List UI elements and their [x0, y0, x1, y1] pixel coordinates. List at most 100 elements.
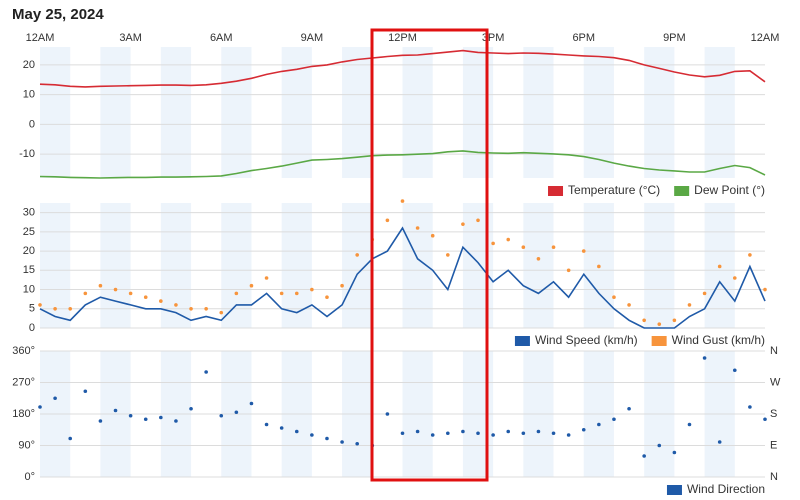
- data-point: [38, 303, 42, 307]
- data-point: [249, 401, 254, 406]
- data-point: [385, 218, 390, 223]
- stripe: [100, 203, 131, 328]
- data-point: [687, 303, 692, 307]
- data-point: [355, 253, 359, 257]
- data-point: [400, 431, 405, 436]
- x-tick-label: 3AM: [119, 32, 142, 44]
- data-point: [748, 405, 752, 409]
- y2-tick-label: N: [770, 345, 778, 357]
- data-point: [763, 417, 767, 422]
- data-point: [430, 233, 435, 238]
- data-point: [566, 268, 571, 273]
- data-point: [506, 237, 511, 242]
- legend-swatch: [666, 485, 682, 495]
- stripe: [523, 47, 554, 178]
- data-point: [446, 253, 450, 257]
- data-point: [702, 291, 707, 296]
- x-tick-label: 6AM: [210, 32, 233, 44]
- data-point: [400, 199, 405, 203]
- y-tick-label: 360°: [12, 345, 35, 357]
- data-point: [189, 406, 193, 411]
- data-point: [581, 427, 586, 432]
- data-point: [506, 429, 511, 434]
- legend-swatch: [548, 186, 564, 196]
- data-point: [143, 295, 148, 300]
- stripe: [342, 203, 373, 328]
- data-point: [642, 318, 646, 323]
- data-point: [113, 287, 118, 292]
- legend-swatch: [514, 336, 530, 346]
- data-point: [98, 419, 103, 423]
- data-point: [234, 291, 239, 296]
- y-tick-label: 5: [29, 303, 35, 315]
- legend-label: Wind Direction: [687, 482, 765, 496]
- x-tick-label: 12AM: [751, 32, 780, 44]
- x-tick-label: 9PM: [663, 32, 686, 44]
- data-point: [581, 249, 586, 253]
- data-point: [325, 436, 329, 441]
- y-tick-label: 10: [23, 89, 35, 101]
- data-point: [551, 245, 556, 250]
- data-point: [672, 318, 677, 323]
- data-point: [476, 431, 480, 436]
- data-point: [310, 433, 314, 437]
- data-point: [717, 440, 722, 444]
- data-point: [597, 264, 601, 269]
- data-point: [642, 454, 646, 458]
- data-point: [219, 413, 224, 418]
- y2-tick-label: N: [770, 471, 778, 483]
- data-point: [385, 412, 390, 416]
- data-point: [234, 410, 239, 415]
- data-point: [143, 417, 148, 422]
- data-point: [204, 306, 208, 311]
- data-point: [355, 441, 359, 446]
- y-tick-label: -10: [19, 148, 35, 160]
- data-point: [68, 436, 73, 441]
- y-tick-label: 20: [23, 59, 35, 71]
- data-point: [159, 415, 163, 420]
- data-point: [717, 264, 722, 269]
- data-point: [174, 419, 178, 423]
- y-tick-label: 30: [23, 207, 35, 219]
- data-point: [491, 241, 495, 246]
- data-point: [53, 396, 57, 401]
- chart-title: May 25, 2024: [12, 6, 104, 23]
- data-point: [68, 306, 73, 311]
- stripe: [221, 47, 252, 178]
- data-point: [491, 433, 495, 437]
- stripe: [221, 203, 252, 328]
- y-tick-label: 0°: [24, 471, 35, 483]
- data-point: [174, 303, 178, 307]
- data-point: [38, 405, 42, 409]
- data-point: [476, 218, 480, 223]
- data-point: [597, 422, 601, 427]
- y-tick-label: 270°: [12, 376, 35, 388]
- data-point: [159, 299, 163, 303]
- data-point: [128, 291, 133, 296]
- data-point: [264, 276, 269, 280]
- plots: 12AM 3AM 6AM 9AM 12PM 3PM 6PM 9PM 12AM -10 0 10 20 De…: [12, 32, 781, 496]
- data-point: [325, 295, 329, 300]
- x-tick-label: 9AM: [301, 32, 324, 44]
- data-point: [536, 429, 541, 434]
- data-point: [113, 408, 118, 413]
- highlight-box: [370, 28, 489, 482]
- data-point: [219, 310, 224, 315]
- legend-label: Wind Gust (km/h): [672, 333, 765, 347]
- data-point: [340, 283, 344, 288]
- data-point: [763, 287, 767, 292]
- y-tick-label: 20: [23, 245, 35, 257]
- data-point: [748, 253, 752, 257]
- data-point: [612, 295, 616, 300]
- legend-label: Dew Point (°): [694, 183, 765, 197]
- data-point: [340, 440, 344, 444]
- data-point: [310, 287, 314, 292]
- y2-tick-label: W: [770, 376, 781, 388]
- data-point: [536, 256, 541, 261]
- series-line: [39, 226, 766, 329]
- data-point: [83, 389, 88, 394]
- y-tick-label: 15: [23, 264, 35, 276]
- stripe: [402, 47, 433, 178]
- series-line: [39, 150, 766, 179]
